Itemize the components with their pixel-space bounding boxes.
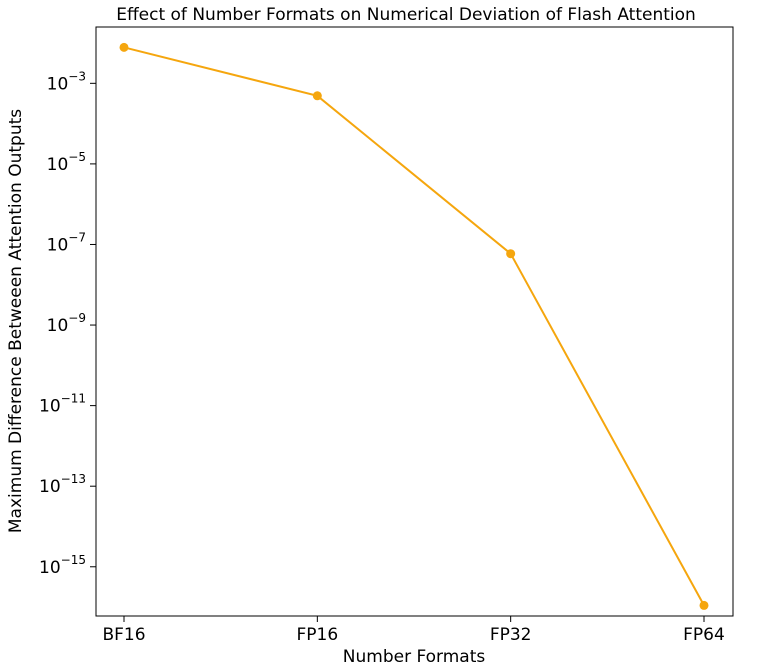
y-tick-label: 10−9 <box>47 311 86 336</box>
x-axis-title: Number Formats <box>343 647 486 667</box>
series-layer <box>119 42 709 610</box>
y-tick-label: 10−5 <box>47 150 86 175</box>
data-point <box>119 42 129 52</box>
x-tick-label: FP16 <box>296 625 338 645</box>
x-axis-ticks: BF16 FP16 FP32 FP64 <box>102 616 725 645</box>
x-tick-label: BF16 <box>102 625 145 645</box>
y-tick-label: 10−13 <box>39 472 86 497</box>
y-tick-label: 10−15 <box>39 553 86 578</box>
y-tick-label: 10−11 <box>39 392 86 417</box>
y-axis-title: Maximum Difference Betweeen Attention Ou… <box>6 109 26 533</box>
x-tick-label: FP32 <box>490 625 532 645</box>
chart-title: Effect of Number Formats on Numerical De… <box>116 5 696 25</box>
y-tick-label: 10−3 <box>47 69 86 94</box>
plot-area-frame <box>95 26 734 617</box>
y-axis-ticks: 10−3 10−5 10−7 10−9 10−11 10−13 10−15 <box>39 69 96 578</box>
series-line <box>123 46 705 606</box>
data-point <box>506 249 516 259</box>
y-tick-label: 10−7 <box>47 230 86 255</box>
data-point <box>699 600 709 610</box>
x-tick-label: FP64 <box>683 625 725 645</box>
data-point <box>312 91 322 101</box>
